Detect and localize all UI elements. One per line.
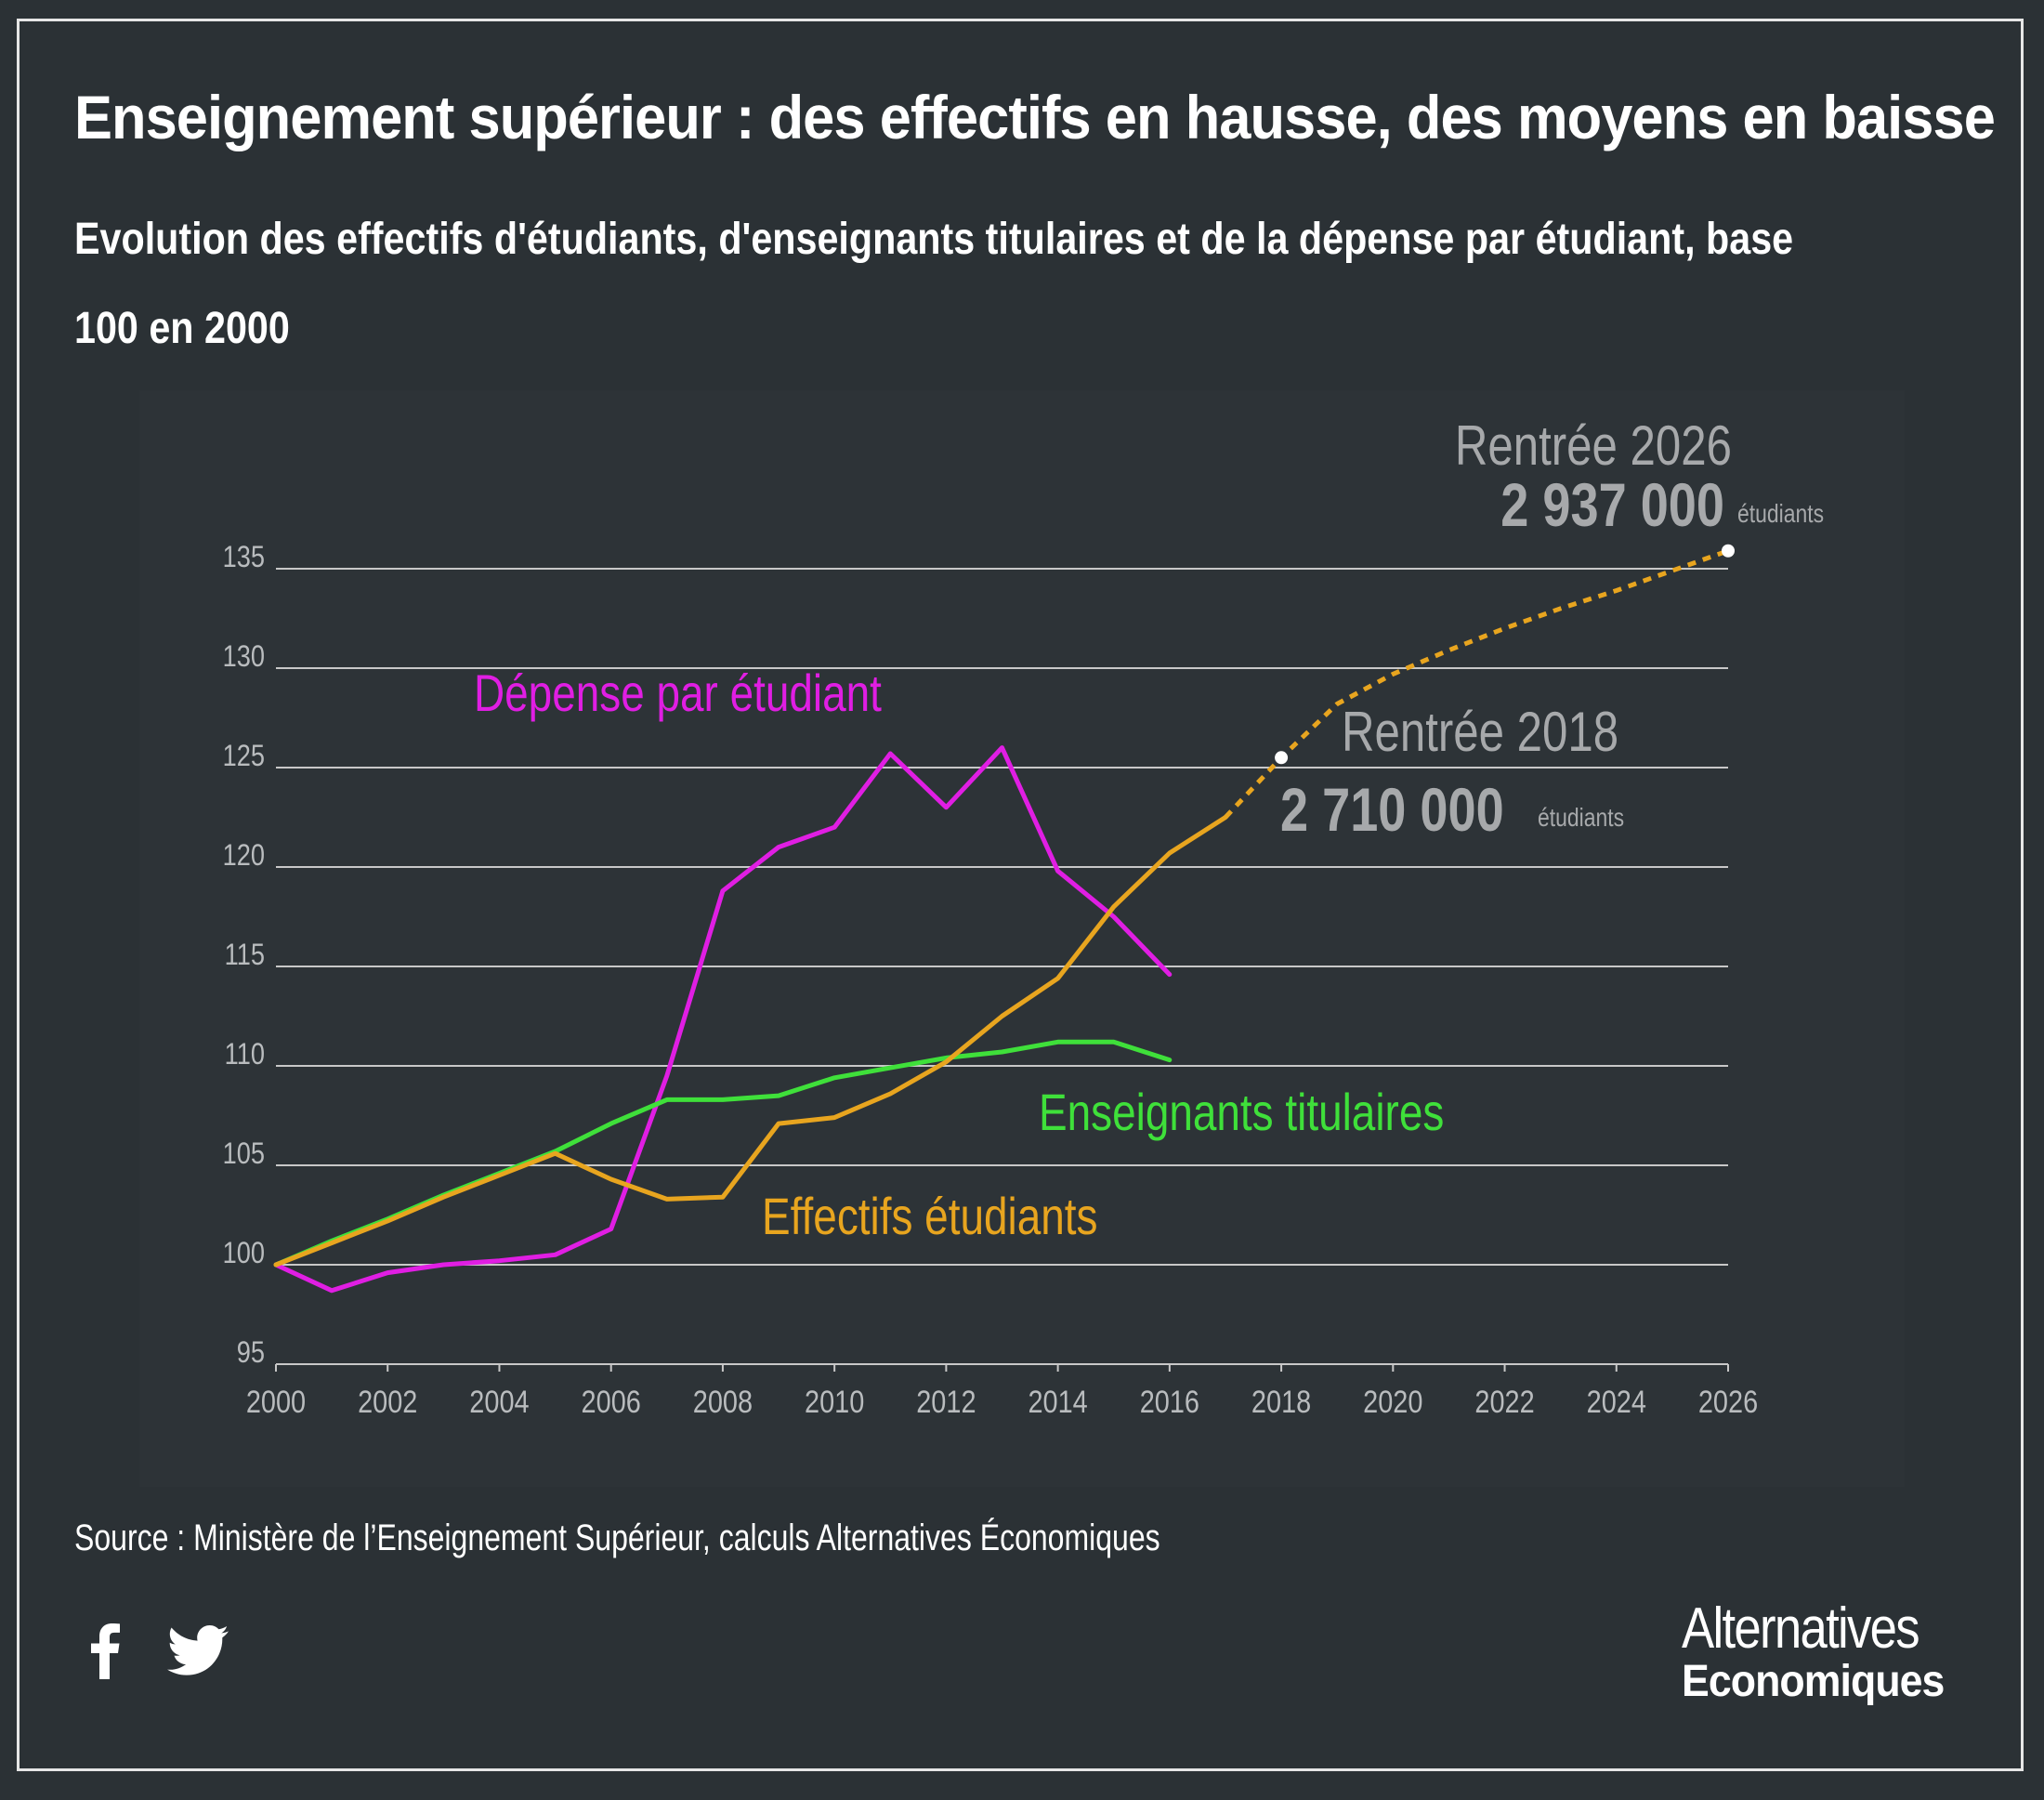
series-label-depense: Dépense par étudiant [474, 664, 882, 722]
annotation-point-r2018 [1275, 751, 1289, 765]
x-tick-label: 2026 [1698, 1384, 1758, 1420]
y-tick-label: 95 [237, 1336, 265, 1370]
plot-background [139, 390, 1905, 1487]
facebook-icon[interactable] [89, 1622, 121, 1679]
x-tick-label: 2010 [805, 1384, 864, 1420]
chart-area: 95 100 105 110 115 120 125 130 135 2000 2002 2004 20… [139, 390, 1905, 1487]
social-links [89, 1622, 229, 1679]
alternatives-economiques-logo: Alternatives Economiques [1682, 1600, 1964, 1704]
series-label-etudiants: Effectifs étudiants [762, 1188, 1097, 1245]
x-tick-label: 2002 [358, 1384, 417, 1420]
x-tick-label: 2016 [1140, 1384, 1199, 1420]
x-tick-label: 2014 [1028, 1384, 1087, 1420]
line-chart: 95 100 105 110 115 120 125 130 135 2000 2002 2004 20… [139, 390, 1905, 1487]
y-tick-label: 105 [223, 1137, 265, 1171]
y-tick-label: 100 [223, 1237, 265, 1270]
chart-subtitle: Evolution des effectifs d'étudiants, d'e… [74, 215, 1794, 353]
logo-line-2: Economiques [1682, 1657, 1945, 1706]
annotation-value-2026: 2 937 000 [1500, 470, 1724, 539]
x-tick-label: 2006 [582, 1384, 641, 1420]
y-tick-label: 115 [225, 939, 265, 972]
annotation-title-2026: Rentrée 2026 [1455, 414, 1732, 477]
x-tick-label: 2004 [469, 1384, 529, 1420]
annotation-point-r2026 [1722, 544, 1735, 558]
x-tick-label: 2012 [916, 1384, 976, 1420]
annotation-value-2018: 2 710 000 [1280, 775, 1504, 844]
y-tick-label: 110 [225, 1038, 265, 1071]
y-tick-label: 125 [223, 740, 265, 773]
chart-title: Enseignement supérieur : des effectifs e… [74, 83, 1996, 151]
twitter-icon[interactable] [167, 1625, 229, 1675]
series-line-etudiants [273, 815, 1228, 1268]
x-tick-label: 2024 [1587, 1384, 1646, 1420]
x-tick-label: 2022 [1474, 1384, 1534, 1420]
source-note: Source : Ministère de l’Enseignement Sup… [74, 1518, 1160, 1558]
x-tick-label: 2008 [693, 1384, 753, 1420]
y-tick-label: 120 [223, 839, 265, 873]
annotation-unit-2026: étudiants [1737, 500, 1824, 529]
annotation-title-2018: Rentrée 2018 [1342, 700, 1618, 763]
x-tick-label: 2018 [1251, 1384, 1311, 1420]
logo-line-1: Alternatives [1682, 1596, 1920, 1661]
series-line-projection [1224, 548, 1729, 820]
y-tick-label: 130 [223, 640, 265, 674]
series-line-depense [273, 745, 1173, 1294]
x-tick-label: 2000 [246, 1384, 306, 1420]
x-tick-label: 2020 [1363, 1384, 1422, 1420]
series-label-enseignants: Enseignants titulaires [1039, 1084, 1444, 1141]
y-tick-label: 135 [223, 541, 265, 574]
annotation-unit-2018: étudiants [1538, 804, 1624, 833]
chart-frame [17, 19, 2024, 1771]
